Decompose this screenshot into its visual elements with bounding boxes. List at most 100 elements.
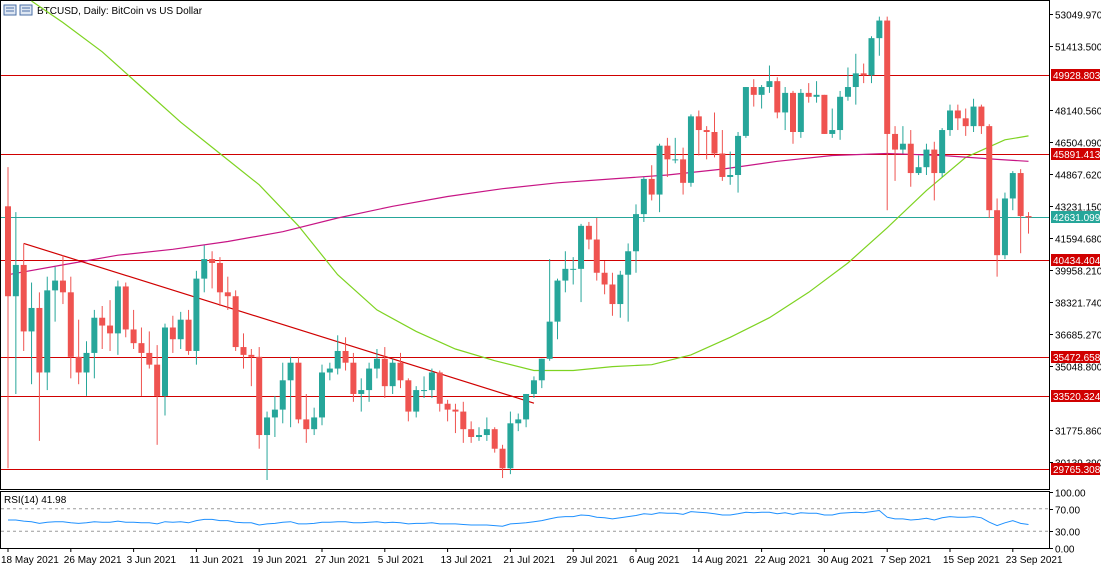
candle xyxy=(1017,169,1024,254)
candle-body xyxy=(978,106,985,127)
rsi-pane-frame xyxy=(0,491,1050,549)
candle xyxy=(373,349,380,379)
candle-body xyxy=(334,350,341,369)
candle xyxy=(837,90,844,140)
candle xyxy=(844,67,851,101)
candle xyxy=(397,352,404,389)
candle xyxy=(719,130,726,181)
price-level-label: 40434.404 xyxy=(1051,254,1101,267)
candle-body xyxy=(468,429,475,437)
candle xyxy=(766,65,773,93)
moving-average-line xyxy=(31,0,1029,372)
candle xyxy=(75,319,82,385)
price-tick-label: 38321.740 xyxy=(1055,299,1101,310)
candle-body xyxy=(350,362,357,394)
candle xyxy=(601,261,608,295)
candle xyxy=(899,126,906,154)
candle-body xyxy=(319,372,325,418)
candle-body xyxy=(326,368,333,373)
candle-body xyxy=(593,239,600,273)
candle-body xyxy=(664,145,671,160)
candle xyxy=(405,378,412,422)
candle-body xyxy=(59,280,66,293)
candle xyxy=(546,259,553,361)
candle xyxy=(1009,171,1016,211)
candle xyxy=(413,386,420,418)
candle xyxy=(687,114,694,187)
candle-body xyxy=(554,280,561,322)
time-tick-label: 6 Aug 2021 xyxy=(629,555,680,565)
candle-body xyxy=(750,87,757,95)
candle-body xyxy=(130,329,137,344)
candle xyxy=(852,53,859,105)
candle xyxy=(499,444,506,479)
candle-body xyxy=(373,358,380,369)
candle-body xyxy=(358,390,365,394)
candle-body xyxy=(994,210,1001,256)
candle xyxy=(821,94,828,134)
candle-body xyxy=(884,20,891,134)
time-tick-label: 23 Sep 2021 xyxy=(1006,555,1063,565)
moving-average-line xyxy=(7,152,1029,276)
candle xyxy=(99,306,106,350)
candle xyxy=(538,358,545,389)
candle-body xyxy=(303,419,310,430)
candle xyxy=(185,309,192,355)
candle xyxy=(805,83,812,103)
candle xyxy=(279,362,286,424)
candle xyxy=(295,356,302,424)
candle xyxy=(915,155,922,176)
candle xyxy=(530,376,537,398)
candle xyxy=(287,356,294,428)
candle-body xyxy=(546,321,553,359)
candle-body xyxy=(162,327,168,396)
candle xyxy=(428,368,435,398)
candle xyxy=(782,87,789,131)
trendline xyxy=(23,242,535,404)
candle xyxy=(350,352,357,402)
candle xyxy=(452,403,459,434)
candle-body xyxy=(782,92,789,113)
candle xyxy=(994,198,1001,277)
candle-body xyxy=(860,73,867,76)
candle xyxy=(177,311,184,350)
candle-body xyxy=(837,96,844,131)
price-tick-label: 44867.620 xyxy=(1055,171,1101,182)
time-tick-label: 15 Sep 2021 xyxy=(943,555,1000,565)
candle xyxy=(256,347,263,449)
candle xyxy=(209,251,216,289)
time-tick-label: 18 May 2021 xyxy=(1,555,59,565)
candle-body xyxy=(460,411,467,430)
candle-body xyxy=(444,403,451,410)
candle xyxy=(884,16,891,211)
candle-body xyxy=(209,259,216,263)
candle-body xyxy=(240,347,247,355)
candle-body xyxy=(1017,173,1024,217)
price-tick-label: 39958.210 xyxy=(1055,267,1101,278)
candle-body xyxy=(311,417,318,430)
candle-body xyxy=(648,178,655,195)
candle-body xyxy=(711,131,718,154)
candle xyxy=(656,143,663,213)
candle-body xyxy=(36,307,43,373)
candle xyxy=(570,257,577,285)
candle-body xyxy=(499,448,506,469)
candle-body xyxy=(672,159,679,161)
time-tick-label: 19 Jun 2021 xyxy=(252,555,307,565)
candle xyxy=(319,364,325,426)
price-tick-label: 43231.150 xyxy=(1055,203,1101,214)
time-tick-label: 21 Jul 2021 xyxy=(503,555,555,565)
candle xyxy=(892,126,899,181)
candle xyxy=(554,278,561,340)
candle xyxy=(625,243,632,322)
candle xyxy=(334,335,341,375)
candle-body xyxy=(397,362,404,381)
price-tick-label: 51413.500 xyxy=(1055,43,1101,54)
candle xyxy=(680,147,687,195)
rsi-tick-label: 0.00 xyxy=(1055,545,1075,556)
candle xyxy=(436,370,443,412)
candle-body xyxy=(452,409,459,412)
candle-body xyxy=(829,130,836,134)
candle-body xyxy=(421,390,428,392)
